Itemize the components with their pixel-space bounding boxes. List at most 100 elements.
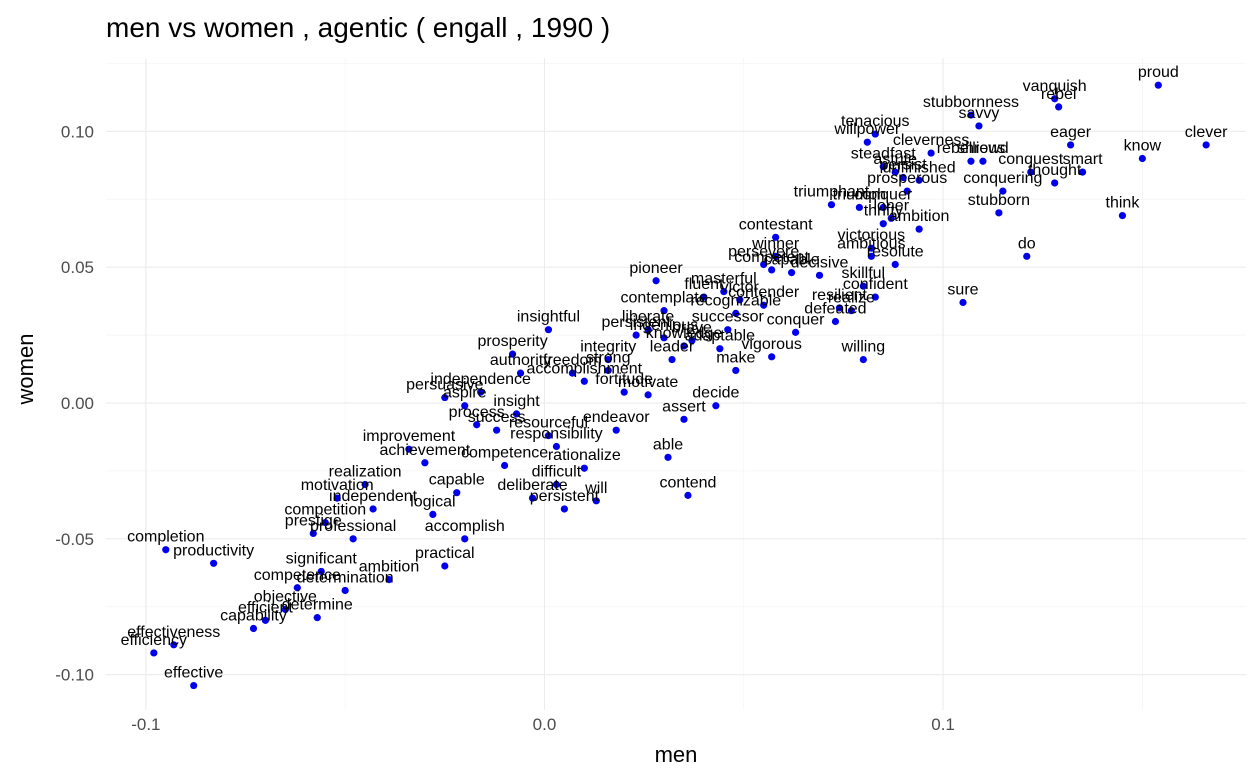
data-point [732, 309, 740, 317]
data-point [281, 605, 289, 614]
point-label: determine [282, 597, 353, 614]
point-label: responsibility [510, 425, 602, 442]
point-label: vigorous [741, 336, 801, 353]
data-point [1051, 179, 1059, 187]
point-label: aspire [443, 385, 487, 402]
point-label: victorious [838, 227, 906, 244]
data-point [1202, 141, 1210, 149]
point-label: completion [127, 529, 204, 546]
data-point [644, 326, 652, 334]
point-label: triumphant [794, 184, 870, 201]
data-point [652, 277, 660, 285]
point-label: thrifty [864, 203, 903, 220]
point-label: realize [828, 290, 875, 307]
data-point [1138, 154, 1146, 163]
point-label: practical [415, 545, 475, 562]
point-label: capable [764, 252, 820, 269]
data-point [664, 453, 672, 461]
data-point [453, 489, 461, 497]
y-tick-label: 0.00 [61, 394, 94, 413]
point-label: stubborn [968, 192, 1030, 209]
point-label: do [1018, 235, 1036, 252]
data-point [835, 304, 844, 312]
data-point [903, 187, 911, 195]
point-label: contemplate [620, 290, 707, 307]
x-axis-title: men [655, 742, 698, 767]
data-point [341, 586, 349, 595]
point-label: decide [692, 385, 739, 402]
x-tick-label: 0.0 [533, 715, 557, 734]
point-label: logical [410, 493, 455, 510]
point-label: will [584, 480, 607, 497]
x-tick-label: -0.1 [131, 715, 160, 734]
point-label: knowledge [646, 325, 723, 342]
data-point [361, 480, 369, 489]
data-point [867, 252, 875, 260]
point-label: competence [254, 567, 341, 584]
point-label: savvy [958, 105, 999, 122]
point-label: accomplish [425, 518, 505, 535]
point-label: willing [841, 339, 886, 356]
data-point [162, 546, 170, 554]
data-point [831, 317, 840, 326]
data-point [859, 355, 867, 364]
point-label: decisive [791, 254, 849, 271]
point-label: unfinished [883, 159, 956, 176]
point-label: conquer [854, 186, 912, 203]
point-label: adaptable [685, 328, 755, 345]
point-label: defeated [804, 301, 866, 318]
point-label: contender [728, 284, 800, 301]
point-label: insight [493, 393, 540, 410]
data-point [150, 649, 158, 657]
data-point [684, 491, 692, 499]
data-point [349, 535, 357, 543]
data-point [855, 203, 863, 212]
data-point [1118, 211, 1127, 220]
point-label: difficult [532, 464, 582, 481]
y-axis-title: women [13, 334, 38, 406]
point-label: steadfast [851, 146, 916, 163]
point-label: capable [429, 472, 485, 489]
point-label: winner [751, 235, 800, 252]
data-point [568, 369, 576, 377]
data-point [1078, 168, 1087, 176]
data-point [544, 326, 553, 334]
point-label: persistent [530, 488, 600, 505]
point-label: rebel [1041, 86, 1077, 103]
data-point [760, 301, 768, 309]
data-point [720, 288, 728, 296]
data-point [632, 331, 640, 339]
y-axis-ticks: -0.10 -0.05 0.00 0.05 0.10 [55, 122, 94, 684]
data-point [760, 260, 768, 269]
data-point [385, 576, 393, 584]
point-label: sure [947, 282, 978, 299]
point-label: freedom [543, 352, 602, 369]
data-point [772, 252, 780, 260]
point-label: accomplishment [527, 360, 643, 377]
data-point [544, 432, 553, 440]
y-tick-label: -0.10 [55, 666, 94, 685]
data-point [321, 518, 329, 527]
point-label: think [1106, 195, 1141, 212]
data-point [473, 421, 481, 429]
point-label: integrity [580, 339, 636, 356]
major-gridlines [106, 58, 1246, 710]
data-point [293, 584, 301, 592]
point-label: strong [586, 349, 630, 366]
point-label: brave [672, 320, 712, 337]
point-label: competence [461, 445, 548, 462]
data-point [712, 402, 720, 410]
point-label: know [1124, 138, 1162, 155]
data-point [927, 149, 935, 157]
point-label: loner [873, 197, 909, 214]
point-label: motivation [301, 477, 374, 494]
data-point [552, 442, 561, 451]
data-point [461, 535, 469, 543]
point-label: process [449, 404, 505, 421]
data-point [660, 334, 668, 342]
point-label: persistent [601, 314, 671, 331]
point-label: professional [310, 518, 396, 535]
point-label: ambition [889, 208, 949, 225]
data-point [899, 173, 907, 182]
